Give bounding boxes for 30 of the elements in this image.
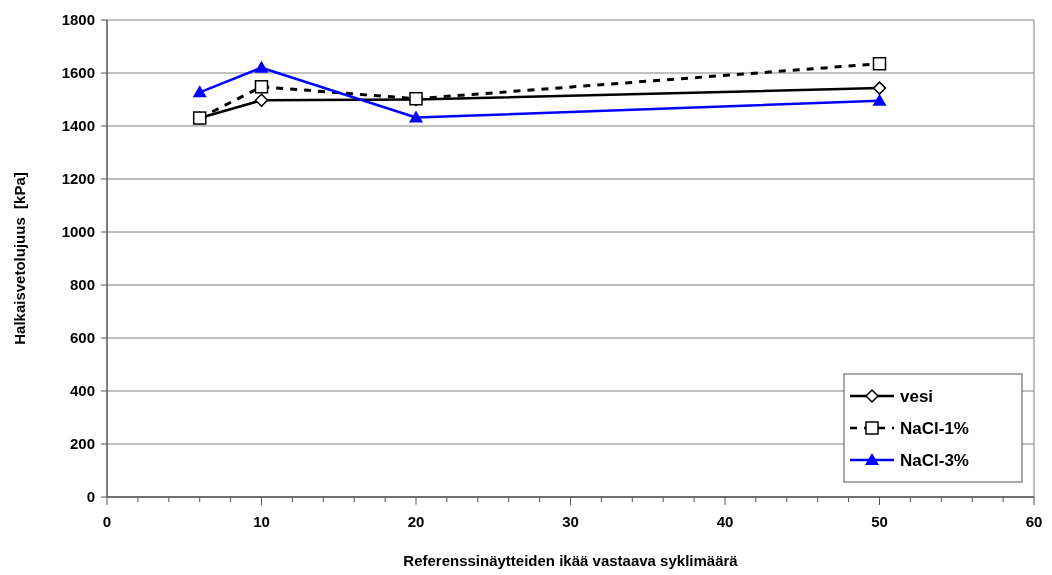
- y-tick-label: 200: [69, 435, 95, 453]
- y-axis-title: Halkaisvetolujuus [kPa]: [11, 172, 28, 345]
- x-tick-label: 40: [716, 513, 734, 530]
- x-tick-label: 50: [871, 513, 888, 530]
- point: [254, 93, 269, 108]
- y-tick-label: 600: [69, 329, 95, 347]
- x-tick-label: 20: [407, 513, 425, 530]
- x-tick-label: 10: [253, 513, 270, 530]
- point: [872, 56, 887, 71]
- legend-label: NaCl-1%: [900, 418, 969, 438]
- legend-label: vesi: [900, 386, 934, 406]
- point: [409, 110, 423, 123]
- x-axis-title: Referenssinäytteiden ikää vastaava syklimäärä: [403, 552, 739, 569]
- y-tick-label: 1400: [61, 117, 95, 135]
- y-tick-label: 1000: [61, 223, 95, 241]
- y-tick-label: 1800: [61, 11, 95, 29]
- point: [254, 60, 269, 73]
- y-tick-label: 1600: [61, 64, 95, 82]
- legend-label: NaCl-3%: [900, 450, 969, 470]
- y-tick-label: 1200: [61, 170, 95, 188]
- y-tick-label: 400: [69, 382, 95, 400]
- point: [872, 81, 887, 95]
- y-tick-label: 0: [86, 488, 95, 506]
- y-tick-label: 800: [69, 276, 95, 294]
- point: [872, 93, 887, 106]
- x-tick-label: 60: [1025, 513, 1043, 530]
- x-tick-label: 0: [102, 513, 112, 530]
- point: [192, 85, 207, 98]
- point: [254, 80, 269, 94]
- x-tick-label: 30: [562, 513, 579, 530]
